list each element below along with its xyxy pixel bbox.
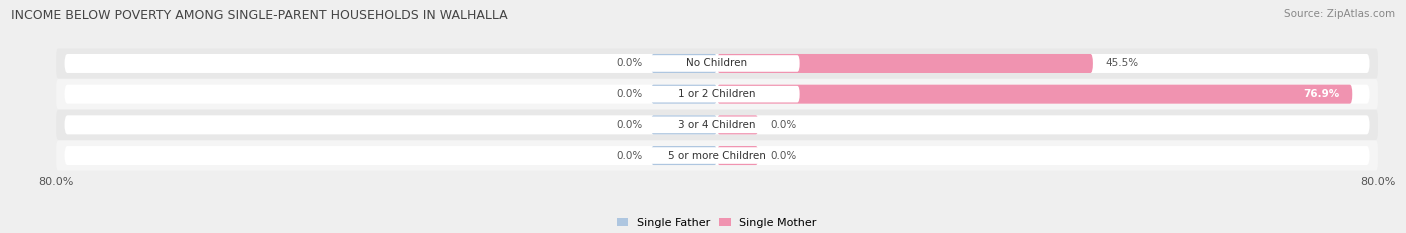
Text: Source: ZipAtlas.com: Source: ZipAtlas.com: [1284, 9, 1395, 19]
Text: 5 or more Children: 5 or more Children: [668, 151, 766, 161]
FancyBboxPatch shape: [717, 54, 1092, 73]
Text: 0.0%: 0.0%: [616, 151, 643, 161]
FancyBboxPatch shape: [65, 146, 1369, 165]
FancyBboxPatch shape: [65, 85, 1369, 104]
Text: 0.0%: 0.0%: [616, 120, 643, 130]
FancyBboxPatch shape: [717, 85, 1353, 104]
Text: INCOME BELOW POVERTY AMONG SINGLE-PARENT HOUSEHOLDS IN WALHALLA: INCOME BELOW POVERTY AMONG SINGLE-PARENT…: [11, 9, 508, 22]
Text: 3 or 4 Children: 3 or 4 Children: [678, 120, 756, 130]
FancyBboxPatch shape: [634, 147, 800, 164]
FancyBboxPatch shape: [65, 54, 1369, 73]
FancyBboxPatch shape: [56, 48, 1378, 79]
Text: 45.5%: 45.5%: [1105, 58, 1139, 69]
Text: 0.0%: 0.0%: [770, 120, 797, 130]
FancyBboxPatch shape: [651, 146, 717, 165]
FancyBboxPatch shape: [65, 115, 1369, 134]
Text: 0.0%: 0.0%: [616, 58, 643, 69]
Text: 0.0%: 0.0%: [616, 89, 643, 99]
Text: 76.9%: 76.9%: [1303, 89, 1340, 99]
FancyBboxPatch shape: [634, 55, 800, 72]
Text: 0.0%: 0.0%: [770, 151, 797, 161]
FancyBboxPatch shape: [56, 140, 1378, 171]
FancyBboxPatch shape: [634, 86, 800, 103]
Text: No Children: No Children: [686, 58, 748, 69]
FancyBboxPatch shape: [56, 110, 1378, 140]
FancyBboxPatch shape: [651, 115, 717, 134]
FancyBboxPatch shape: [56, 79, 1378, 109]
Text: 1 or 2 Children: 1 or 2 Children: [678, 89, 756, 99]
Legend: Single Father, Single Mother: Single Father, Single Mother: [613, 213, 821, 232]
FancyBboxPatch shape: [717, 146, 758, 165]
FancyBboxPatch shape: [634, 116, 800, 133]
FancyBboxPatch shape: [651, 54, 717, 73]
FancyBboxPatch shape: [651, 85, 717, 104]
FancyBboxPatch shape: [717, 115, 758, 134]
